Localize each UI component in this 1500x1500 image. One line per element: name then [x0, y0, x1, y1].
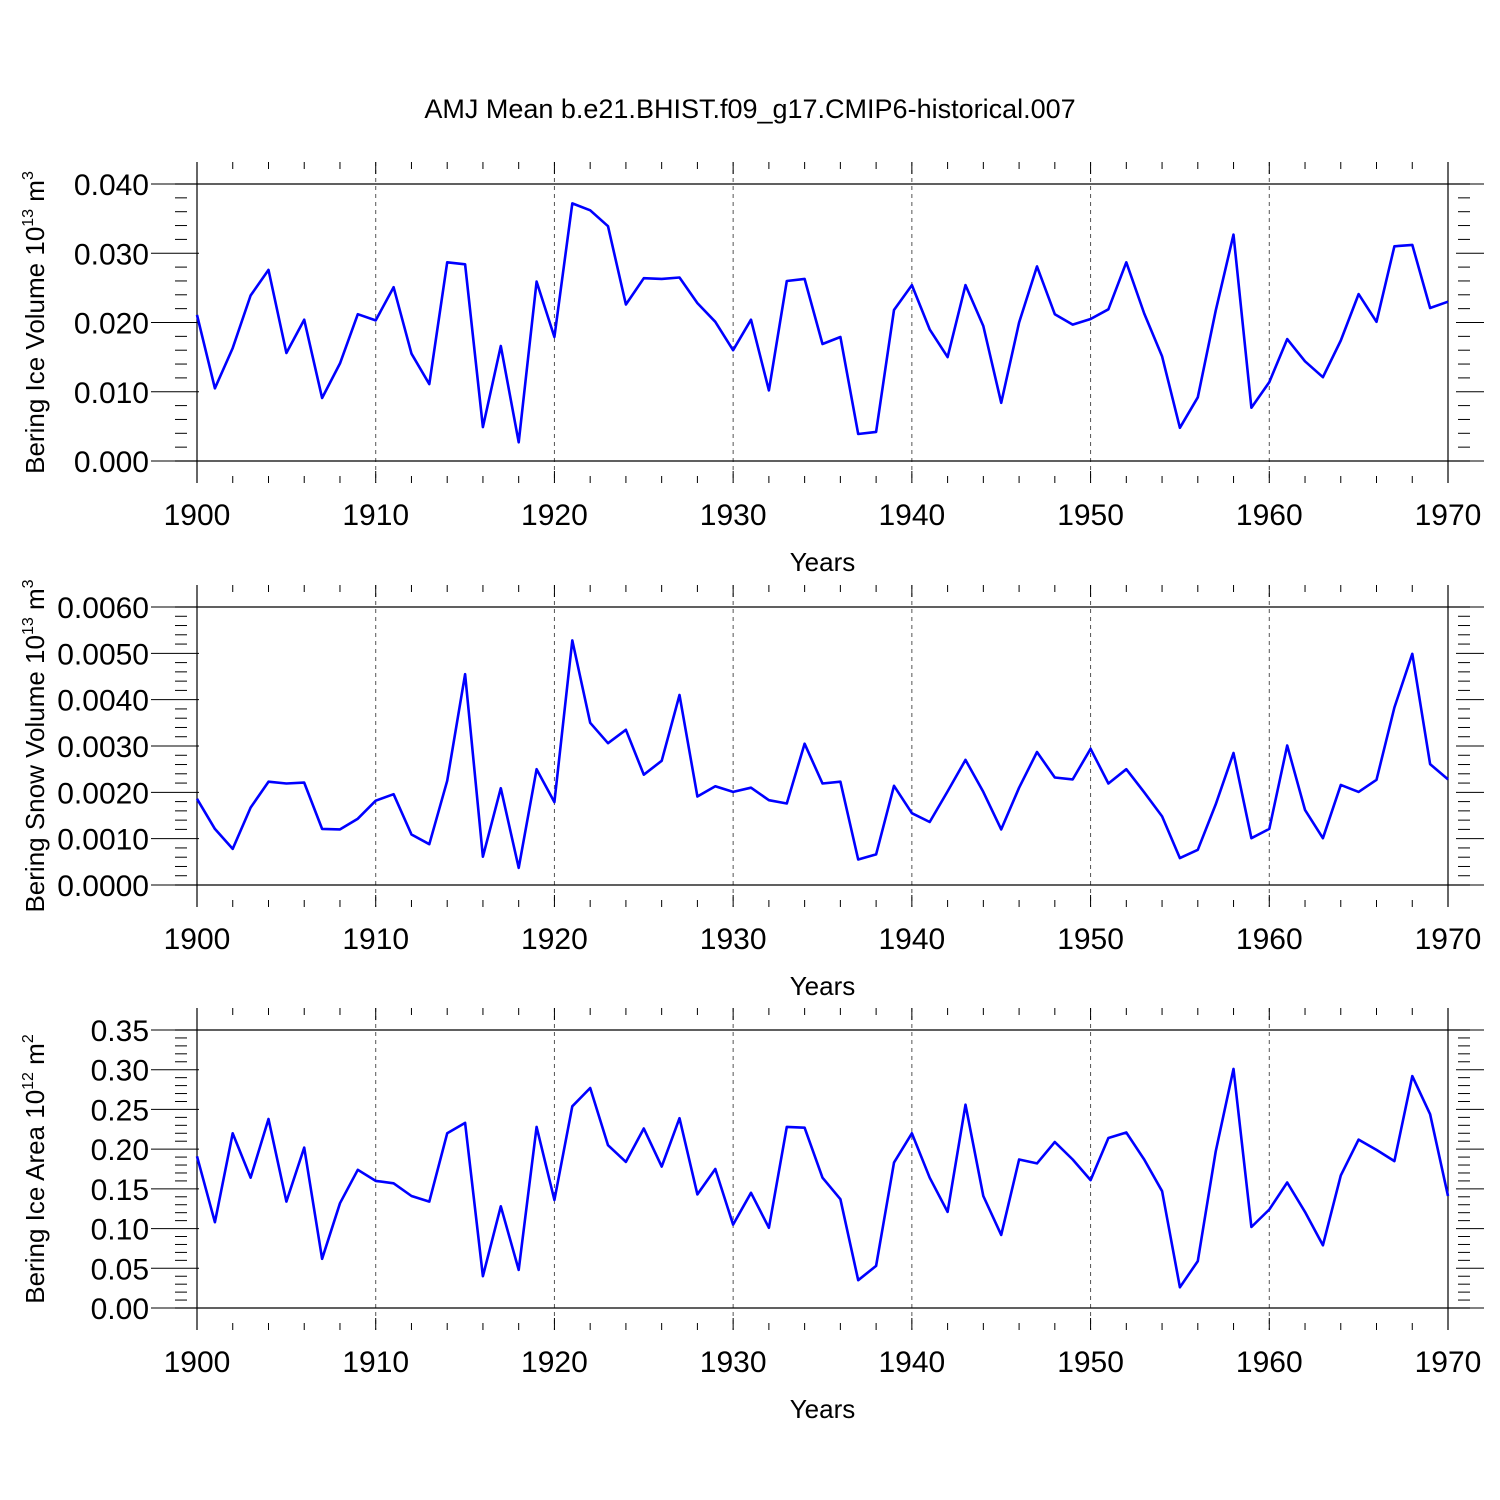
- bering-ice-volume-x-tick-label: 1960: [1236, 499, 1303, 532]
- bering-ice-area-y-tick-label: 0.25: [91, 1094, 149, 1127]
- bering-ice-volume-y-axis-title: Bering Ice Volume 1013 m3: [20, 171, 50, 474]
- bering-snow-volume-x-tick-label: 1900: [164, 923, 231, 956]
- bering-ice-volume-x-tick-label: 1920: [521, 499, 588, 532]
- bering-snow-volume-x-tick-label: 1910: [342, 923, 409, 956]
- bering-snow-volume-y-tick-label: 0.0060: [57, 592, 149, 625]
- bering-ice-area-y-tick-label: 0.10: [91, 1214, 149, 1247]
- bering-ice-area-x-tick-label: 1910: [342, 1346, 409, 1379]
- bering-ice-area-x-tick-label: 1960: [1236, 1346, 1303, 1379]
- bering-ice-area-x-tick-label: 1920: [521, 1346, 588, 1379]
- bering-ice-area-panel: 1900 1910 1920 1930 1940 1950 1960 1970 0.00 0.05…: [20, 1008, 1484, 1424]
- bering-ice-volume-y-tick-label: 0.020: [74, 308, 149, 341]
- bering-snow-volume-x-tick-label: 1950: [1057, 923, 1124, 956]
- bering-ice-area-y-tick-label: 0.30: [91, 1055, 149, 1088]
- bering-ice-volume-series-line: [195, 202, 1449, 444]
- bering-ice-volume-x-tick-label: 1940: [878, 499, 945, 532]
- bering-ice-volume-x-tick-label: 1930: [700, 499, 767, 532]
- bering-ice-volume-y-tick-label: 0.040: [74, 169, 149, 202]
- bering-ice-volume-y-tick-label: 0.010: [74, 377, 149, 410]
- bering-ice-area-x-tick-label: 1930: [700, 1346, 767, 1379]
- bering-ice-area-y-axis-title: Bering Ice Area 1012 m2: [20, 1034, 50, 1304]
- bering-snow-volume-x-axis-title: Years: [790, 971, 856, 1001]
- bering-ice-area-x-tick-label: 1900: [164, 1346, 231, 1379]
- bering-ice-volume-y-tick-label: 0.030: [74, 238, 149, 271]
- bering-ice-area-y-tick-label: 0.00: [91, 1293, 149, 1326]
- bering-ice-area-x-tick-label: 1940: [878, 1346, 945, 1379]
- bering-snow-volume-y-tick-label: 0.0030: [57, 731, 149, 764]
- bering-ice-area-x-tick-label: 1970: [1415, 1346, 1482, 1379]
- bering-snow-volume-panel: 1900 1910 1920 1930 1940 1950 1960 1970 0.0000 0.…: [20, 579, 1484, 1001]
- bering-snow-volume-y-tick-label: 0.0000: [57, 870, 149, 903]
- bering-ice-volume-x-tick-label: 1900: [164, 499, 231, 532]
- bering-ice-volume-panel: 1900 1910 1920 1930 1940 1950 1960 1970 0.000 0.0…: [20, 162, 1484, 577]
- bering-ice-volume-y-tick-label: 0.000: [74, 446, 149, 479]
- bering-snow-volume-y-axis-title: Bering Snow Volume 1013 m3: [20, 579, 50, 912]
- bering-ice-volume-x-tick-label: 1950: [1057, 499, 1124, 532]
- bering-ice-area-y-tick-label: 0.15: [91, 1174, 149, 1207]
- bering-snow-volume-y-tick-label: 0.0040: [57, 685, 149, 718]
- bering-snow-volume-y-tick-label: 0.0050: [57, 638, 149, 671]
- bering-snow-volume-series-line: [195, 639, 1449, 870]
- bering-snow-volume-x-tick-label: 1960: [1236, 923, 1303, 956]
- bering-ice-area-series-line: [195, 1067, 1450, 1289]
- bering-ice-area-x-axis-title: Years: [790, 1394, 856, 1424]
- bering-ice-volume-x-axis-title: Years: [790, 547, 856, 577]
- bering-ice-volume-x-tick-label: 1910: [342, 499, 409, 532]
- bering-snow-volume-x-tick-label: 1940: [878, 923, 945, 956]
- bering-snow-volume-x-tick-label: 1970: [1415, 923, 1482, 956]
- bering-ice-area-y-tick-label: 0.35: [91, 1015, 149, 1048]
- bering-snow-volume-x-tick-label: 1920: [521, 923, 588, 956]
- bering-ice-area-x-tick-label: 1950: [1057, 1346, 1124, 1379]
- chart-title: AMJ Mean b.e21.BHIST.f09_g17.CMIP6-histo…: [424, 94, 1075, 124]
- bering-snow-volume-x-tick-label: 1930: [700, 923, 767, 956]
- bering-ice-area-y-tick-label: 0.20: [91, 1134, 149, 1167]
- bering-ice-volume-x-tick-label: 1970: [1415, 499, 1482, 532]
- bering-snow-volume-y-tick-label: 0.0020: [57, 777, 149, 810]
- bering-ice-area-y-tick-label: 0.05: [91, 1253, 149, 1286]
- bering-snow-volume-y-tick-label: 0.0010: [57, 824, 149, 857]
